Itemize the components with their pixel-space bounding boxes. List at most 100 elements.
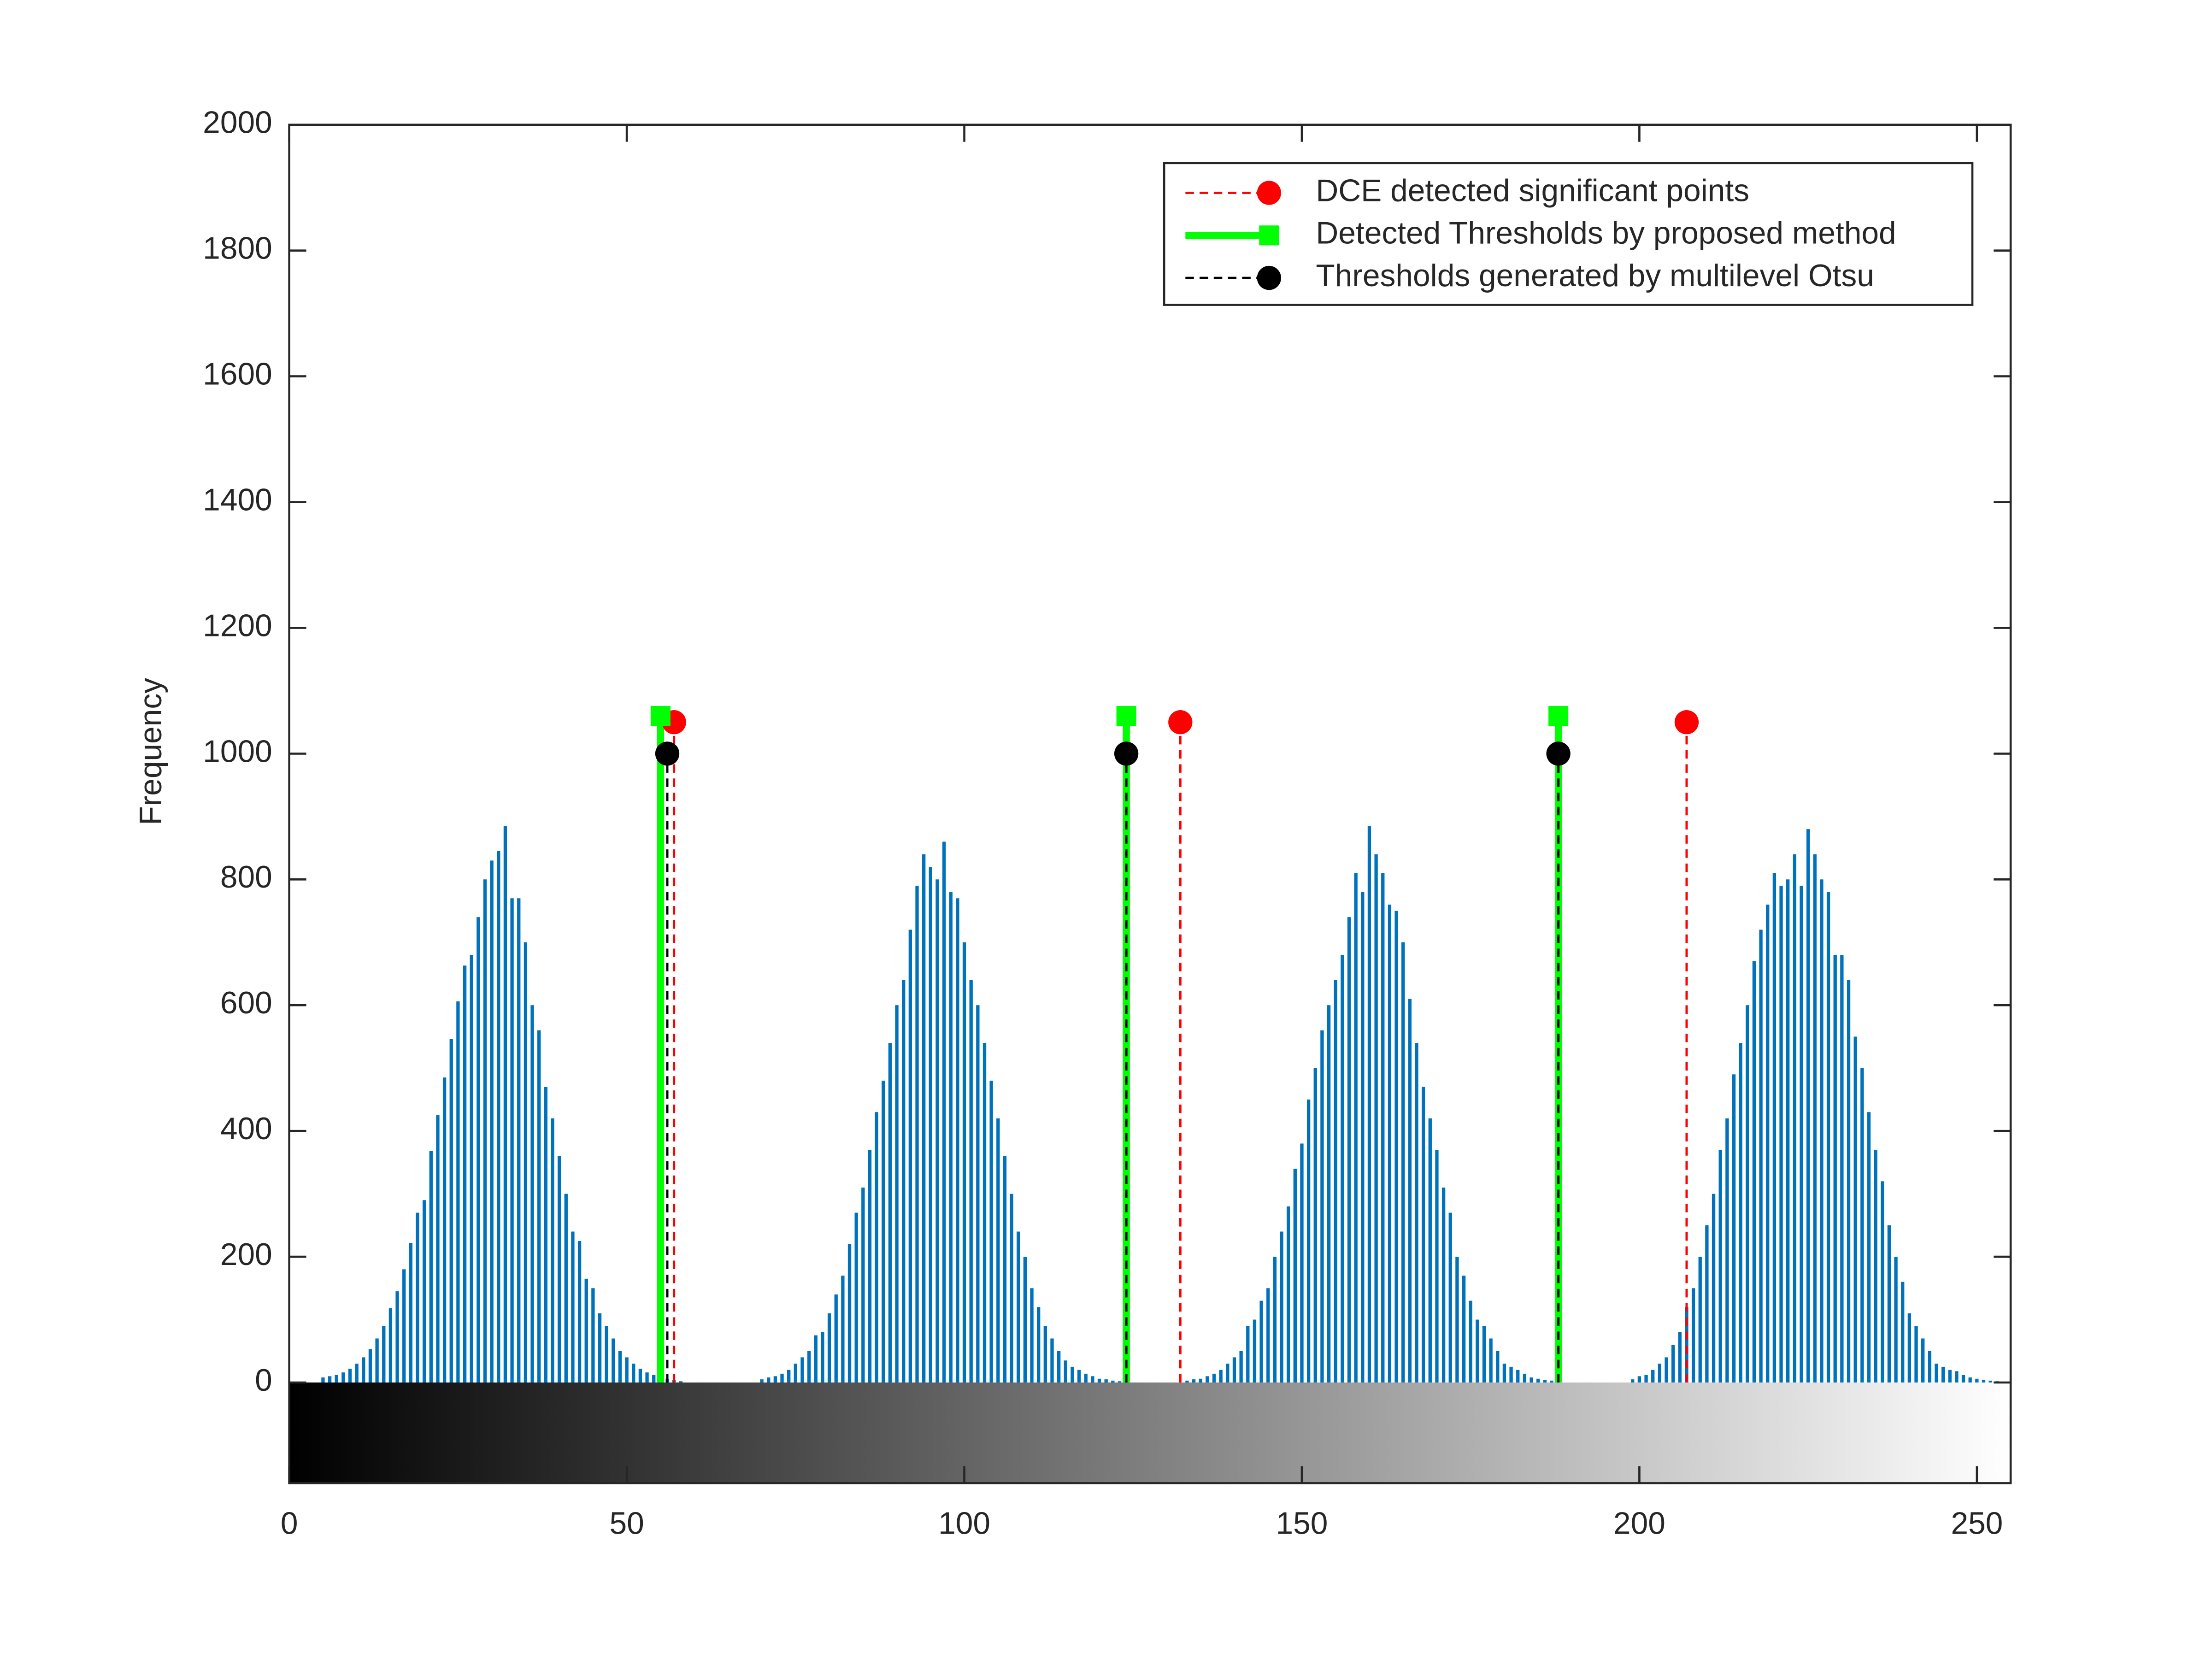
histogram-bar — [1435, 1150, 1439, 1382]
histogram-bar — [1631, 1379, 1635, 1382]
histogram-bar — [982, 1043, 987, 1382]
histogram-bar — [895, 1005, 899, 1382]
colorbar — [289, 1382, 2011, 1483]
histogram-bar — [1415, 1043, 1418, 1382]
histogram-bar — [328, 1376, 332, 1382]
histogram-bar — [1658, 1364, 1662, 1382]
histogram-bar — [1853, 1036, 1857, 1382]
histogram-bar — [1766, 904, 1770, 1382]
histogram-bar — [618, 1351, 622, 1382]
histogram-bar — [1219, 1370, 1223, 1382]
histogram-bar — [1955, 1371, 1959, 1382]
histogram-bar — [1901, 1282, 1905, 1382]
histogram-bar — [1071, 1366, 1074, 1382]
histogram-bar — [395, 1291, 399, 1382]
legend-marker — [1259, 225, 1279, 246]
histogram-bar — [1361, 892, 1365, 1382]
histogram-bar — [497, 851, 500, 1382]
histogram-bar — [1928, 1351, 1931, 1382]
histogram-bar — [1327, 1005, 1331, 1382]
histogram-bar — [1057, 1351, 1061, 1382]
histogram-bar — [1489, 1338, 1493, 1382]
y-tick-label: 1800 — [203, 231, 272, 266]
histogram-bar — [1881, 1181, 1884, 1382]
histogram-bar — [1543, 1380, 1547, 1382]
threshold-marker — [1168, 710, 1193, 735]
histogram-bar — [1523, 1373, 1527, 1382]
histogram-bar — [814, 1335, 818, 1382]
histogram-bar — [1441, 1187, 1446, 1382]
histogram-bar — [1698, 1257, 1702, 1382]
threshold-marker — [1548, 706, 1569, 726]
histogram-bar — [969, 980, 973, 1382]
histogram-bar — [1874, 1150, 1877, 1382]
histogram-bar — [517, 898, 521, 1382]
histogram-bar — [1367, 826, 1371, 1382]
histogram-bar — [1746, 1005, 1749, 1382]
histogram-bar — [1712, 1194, 1716, 1382]
y-tick-label: 2000 — [203, 106, 272, 140]
histogram-bar — [1462, 1276, 1466, 1382]
histogram-bar — [1003, 1156, 1007, 1382]
histogram-bar — [612, 1338, 615, 1382]
histogram-bar — [1023, 1257, 1027, 1382]
histogram-bar — [1644, 1375, 1648, 1382]
histogram-bar — [1381, 873, 1385, 1382]
histogram-bar — [571, 1231, 575, 1382]
legend-label: DCE detected significant points — [1316, 173, 1749, 208]
histogram-bar — [929, 867, 932, 1382]
histogram-bar — [861, 1187, 865, 1382]
histogram-bar — [483, 879, 487, 1382]
histogram-bar — [1678, 1332, 1682, 1382]
histogram-bar — [1212, 1373, 1216, 1382]
histogram-bar — [429, 1151, 433, 1382]
histogram-bar — [868, 1150, 872, 1382]
histogram-bar — [1253, 1319, 1257, 1382]
histogram-bar — [1813, 854, 1817, 1382]
histogram-bar — [584, 1278, 588, 1382]
histogram-bar — [632, 1364, 635, 1382]
histogram-bar — [1374, 854, 1378, 1382]
histogram-bar — [908, 930, 912, 1382]
histogram-bar — [1530, 1377, 1533, 1382]
histogram-bar — [834, 1294, 838, 1382]
histogram-bar — [942, 841, 946, 1382]
histogram-bar — [449, 1039, 453, 1382]
histogram-bar — [1833, 955, 1837, 1382]
histogram-bar — [956, 898, 959, 1382]
histogram-bar — [807, 1351, 811, 1382]
histogram-bar — [551, 1118, 554, 1382]
histogram-bar — [1354, 873, 1358, 1382]
histogram-bar — [463, 965, 467, 1382]
histogram-bar — [1867, 1112, 1871, 1382]
histogram-bar — [800, 1357, 804, 1382]
histogram-bar — [544, 1087, 547, 1382]
histogram-bar — [821, 1332, 824, 1382]
histogram-bar — [577, 1241, 582, 1382]
histogram-bar — [625, 1357, 629, 1382]
axes-box — [288, 124, 2012, 1484]
histogram-bar — [1347, 917, 1351, 1382]
histogram-bar — [773, 1376, 777, 1382]
histogram-bar — [321, 1377, 325, 1382]
histogram-bar — [1077, 1370, 1081, 1382]
histogram-bar — [1961, 1375, 1965, 1382]
histogram-bar — [1705, 1225, 1709, 1382]
histogram-bar — [1043, 1326, 1047, 1382]
histogram-bar — [854, 1212, 858, 1382]
histogram-bar — [1509, 1366, 1513, 1382]
histogram-bar — [1408, 999, 1412, 1382]
histogram-bar — [1516, 1370, 1520, 1382]
histogram-bar — [1111, 1380, 1115, 1382]
histogram-bar — [1199, 1378, 1202, 1382]
histogram-bar — [1826, 892, 1830, 1382]
histogram-bar — [882, 1080, 885, 1382]
histogram-bar — [456, 1001, 460, 1382]
histogram-bar — [423, 1200, 426, 1382]
histogram-bar — [1104, 1379, 1108, 1382]
histogram-bar — [1287, 1206, 1290, 1382]
histogram-bar — [780, 1373, 784, 1382]
histogram-bar — [875, 1112, 878, 1382]
histogram-bar — [1685, 1307, 1688, 1382]
